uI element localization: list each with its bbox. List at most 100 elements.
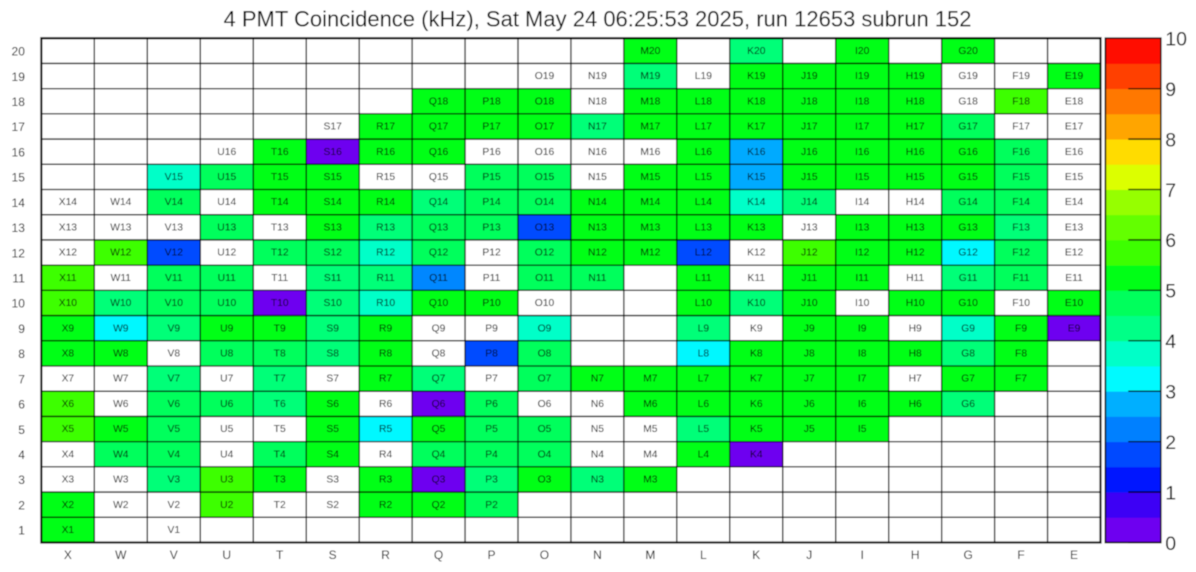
svg-text:T15: T15 — [271, 172, 289, 183]
svg-text:P6: P6 — [485, 399, 498, 410]
svg-text:T2: T2 — [274, 500, 286, 511]
svg-text:I11: I11 — [855, 273, 869, 284]
svg-text:G15: G15 — [958, 172, 978, 183]
svg-text:3: 3 — [1165, 382, 1176, 404]
svg-text:O11: O11 — [535, 273, 554, 284]
svg-text:N5: N5 — [591, 424, 604, 435]
svg-text:I14: I14 — [855, 197, 870, 208]
svg-text:H6: H6 — [909, 399, 922, 410]
svg-text:J19: J19 — [801, 71, 818, 82]
svg-text:R12: R12 — [376, 248, 395, 259]
svg-text:G14: G14 — [958, 197, 978, 208]
svg-text:T13: T13 — [271, 222, 289, 233]
svg-text:P15: P15 — [482, 172, 501, 183]
svg-text:L15: L15 — [695, 172, 712, 183]
svg-text:S17: S17 — [323, 122, 342, 133]
svg-text:E18: E18 — [1065, 96, 1084, 107]
svg-text:O16: O16 — [535, 147, 555, 158]
svg-text:4: 4 — [18, 448, 25, 462]
svg-text:O5: O5 — [538, 424, 552, 435]
svg-text:K9: K9 — [750, 323, 763, 334]
svg-text:J18: J18 — [801, 96, 818, 107]
svg-text:P: P — [488, 548, 496, 562]
svg-text:R8: R8 — [379, 348, 392, 359]
svg-text:T12: T12 — [271, 248, 289, 259]
svg-text:G16: G16 — [958, 147, 978, 158]
svg-text:U12: U12 — [217, 248, 236, 259]
svg-text:I17: I17 — [855, 122, 870, 133]
svg-text:O8: O8 — [538, 348, 552, 359]
svg-text:15: 15 — [12, 171, 26, 185]
svg-text:M7: M7 — [643, 374, 658, 385]
svg-text:I8: I8 — [858, 348, 867, 359]
svg-text:P16: P16 — [482, 147, 501, 158]
svg-text:V5: V5 — [167, 424, 180, 435]
svg-text:13: 13 — [12, 221, 26, 235]
svg-text:20: 20 — [12, 45, 26, 59]
svg-text:S10: S10 — [323, 298, 342, 309]
svg-text:X9: X9 — [62, 323, 75, 334]
svg-text:W5: W5 — [113, 424, 129, 435]
svg-text:T6: T6 — [274, 399, 286, 410]
svg-text:3: 3 — [18, 473, 25, 487]
svg-text:R11: R11 — [377, 273, 395, 284]
svg-text:Q4: Q4 — [432, 449, 446, 460]
svg-text:W11: W11 — [111, 273, 132, 284]
svg-text:G10: G10 — [958, 298, 978, 309]
svg-text:F7: F7 — [1015, 374, 1027, 385]
svg-text:F14: F14 — [1012, 197, 1030, 208]
svg-text:V14: V14 — [165, 197, 184, 208]
svg-text:U16: U16 — [217, 147, 236, 158]
svg-text:K10: K10 — [747, 298, 766, 309]
svg-text:T16: T16 — [271, 147, 289, 158]
svg-text:S15: S15 — [323, 172, 342, 183]
svg-text:R6: R6 — [379, 399, 392, 410]
svg-text:W2: W2 — [113, 500, 129, 511]
svg-text:P17: P17 — [482, 122, 501, 133]
svg-text:Q8: Q8 — [432, 348, 446, 359]
svg-text:X12: X12 — [59, 248, 78, 259]
svg-text:R3: R3 — [379, 475, 392, 486]
svg-text:I16: I16 — [855, 147, 870, 158]
svg-text:S14: S14 — [323, 197, 342, 208]
svg-text:4: 4 — [1165, 331, 1176, 353]
svg-text:Q10: Q10 — [429, 298, 449, 309]
svg-text:U5: U5 — [220, 424, 233, 435]
svg-text:P10: P10 — [482, 298, 501, 309]
svg-text:T4: T4 — [274, 449, 286, 460]
svg-text:Q16: Q16 — [429, 147, 449, 158]
svg-text:P2: P2 — [485, 500, 498, 511]
svg-text:U3: U3 — [220, 475, 233, 486]
svg-text:J13: J13 — [801, 222, 818, 233]
svg-text:U7: U7 — [220, 374, 233, 385]
svg-text:I5: I5 — [858, 424, 867, 435]
svg-text:W7: W7 — [113, 374, 129, 385]
svg-text:Q14: Q14 — [429, 197, 449, 208]
svg-text:W13: W13 — [110, 222, 131, 233]
svg-text:P5: P5 — [485, 424, 498, 435]
svg-text:L18: L18 — [695, 96, 712, 107]
svg-text:K4: K4 — [750, 449, 763, 460]
svg-text:H19: H19 — [906, 71, 925, 82]
svg-text:X6: X6 — [62, 399, 75, 410]
svg-text:10: 10 — [12, 297, 26, 311]
svg-text:U13: U13 — [217, 222, 236, 233]
svg-text:H16: H16 — [906, 147, 925, 158]
svg-text:10: 10 — [1165, 29, 1187, 51]
svg-text:U11: U11 — [218, 273, 236, 284]
svg-text:16: 16 — [12, 145, 26, 159]
svg-text:F: F — [1017, 548, 1024, 562]
svg-text:P11: P11 — [483, 273, 501, 284]
svg-text:N14: N14 — [588, 197, 607, 208]
svg-text:O14: O14 — [535, 197, 555, 208]
svg-text:L16: L16 — [695, 147, 712, 158]
svg-text:M16: M16 — [640, 147, 660, 158]
svg-text:I12: I12 — [855, 248, 870, 259]
svg-text:M4: M4 — [643, 449, 658, 460]
svg-text:K14: K14 — [747, 197, 766, 208]
svg-text:W6: W6 — [113, 399, 129, 410]
svg-text:J7: J7 — [804, 374, 815, 385]
svg-text:J16: J16 — [801, 147, 818, 158]
svg-text:V2: V2 — [167, 500, 180, 511]
svg-text:N11: N11 — [588, 273, 606, 284]
